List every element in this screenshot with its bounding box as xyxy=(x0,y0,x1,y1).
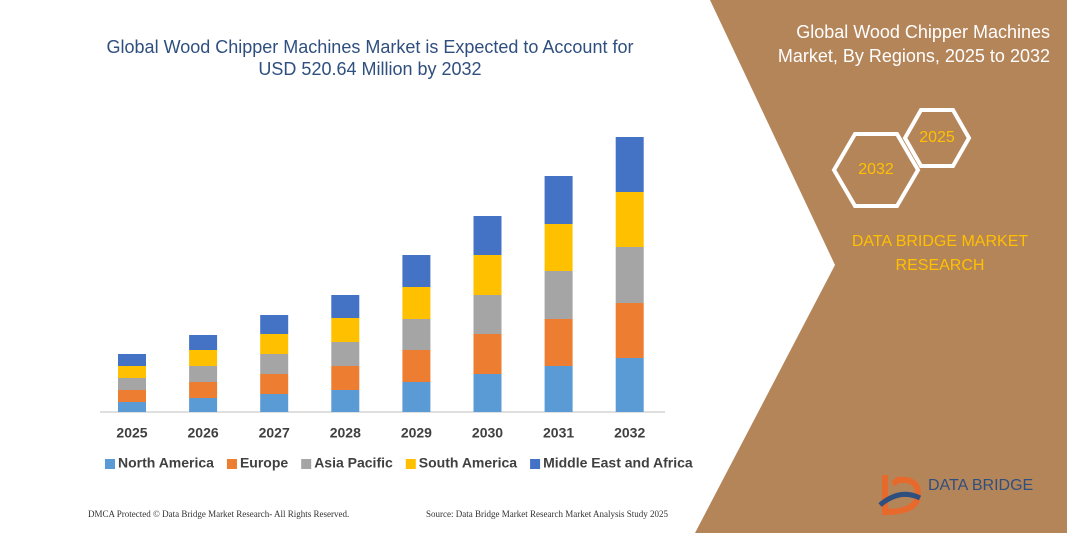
bar-segment xyxy=(189,398,218,412)
side-panel xyxy=(695,0,1067,533)
bar-segment xyxy=(544,319,573,366)
footer-right: Source: Data Bridge Market Research Mark… xyxy=(426,509,668,519)
x-tick-label: 2032 xyxy=(614,425,645,441)
bar-segment xyxy=(189,335,218,350)
bar-segment xyxy=(402,319,431,350)
bar-segment xyxy=(260,394,289,412)
hexagon-label: 2032 xyxy=(858,161,894,178)
x-tick-label: 2031 xyxy=(543,425,574,441)
bar-segment xyxy=(331,318,360,342)
bar-segment xyxy=(118,378,146,390)
x-tick-label: 2025 xyxy=(116,425,147,441)
bar-segment xyxy=(260,315,289,334)
bar-segment xyxy=(189,366,218,382)
legend-swatch xyxy=(530,459,541,469)
bar-segment xyxy=(544,176,573,224)
bar-segment xyxy=(260,334,289,354)
bar-segment xyxy=(473,295,502,334)
bar-segment xyxy=(473,374,502,412)
legend-swatch xyxy=(301,459,312,469)
x-tick-label: 2028 xyxy=(330,425,361,441)
x-tick-label: 2027 xyxy=(259,425,290,441)
brand-text: DATA BRIDGE MARKET RESEARCH xyxy=(851,233,1029,274)
bar-segment xyxy=(331,366,360,390)
legend-label: North America xyxy=(118,455,214,471)
bar-segment xyxy=(473,334,502,374)
bar-segment xyxy=(331,390,360,412)
legend-label: Asia Pacific xyxy=(314,455,393,471)
bar-segment xyxy=(118,390,146,402)
legend-label: Middle East and Africa xyxy=(543,455,693,471)
bar-segment xyxy=(118,402,146,412)
bar-segment xyxy=(615,137,644,192)
bar-segment xyxy=(331,295,360,318)
bar-segment xyxy=(544,366,573,412)
x-tick-label: 2030 xyxy=(472,425,503,441)
x-tick-label: 2029 xyxy=(401,425,432,441)
legend-label: Europe xyxy=(240,455,288,471)
logo-icon xyxy=(882,475,922,516)
chart-title: Global Wood Chipper Machines Market is E… xyxy=(106,37,634,79)
bar-segment xyxy=(544,224,573,271)
bar-segment xyxy=(615,358,644,412)
legend-swatch xyxy=(405,459,416,469)
bar-segment xyxy=(473,216,502,255)
bar-segment xyxy=(615,303,644,358)
logo-text: DATA BRIDGE xyxy=(928,477,1033,494)
legend-swatch xyxy=(105,459,115,469)
hexagon xyxy=(902,108,972,168)
bar-segment xyxy=(189,382,218,398)
panel-title: Global Wood Chipper Machines Market, By … xyxy=(777,22,1050,66)
bar-segment xyxy=(544,271,573,319)
logo-icon xyxy=(878,491,922,507)
bar-segment xyxy=(189,350,218,366)
bar-segment xyxy=(260,354,289,374)
bar-segment xyxy=(402,287,431,319)
bar-segment xyxy=(402,382,431,412)
bar-segment xyxy=(118,366,146,378)
hexagon-label: 2025 xyxy=(919,129,955,146)
bar-segment xyxy=(118,354,146,366)
bar-segment xyxy=(402,350,431,382)
legend-label: South America xyxy=(419,455,517,471)
bar-segment xyxy=(615,192,644,247)
footer-left: DMCA Protected © Data Bridge Market Rese… xyxy=(88,509,349,519)
bar-segment xyxy=(402,255,431,287)
x-tick-label: 2026 xyxy=(188,425,219,441)
hexagon xyxy=(831,132,921,208)
bar-segment xyxy=(473,255,502,295)
bar-segment xyxy=(331,342,360,366)
legend-swatch xyxy=(226,459,237,469)
bar-segment xyxy=(260,374,289,394)
bar-segment xyxy=(615,247,644,303)
